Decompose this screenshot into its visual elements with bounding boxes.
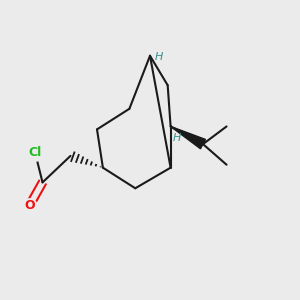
Text: H: H [172,133,181,143]
Text: Cl: Cl [28,146,42,159]
Text: O: O [24,200,34,212]
Text: H: H [154,52,163,62]
Polygon shape [171,126,206,149]
